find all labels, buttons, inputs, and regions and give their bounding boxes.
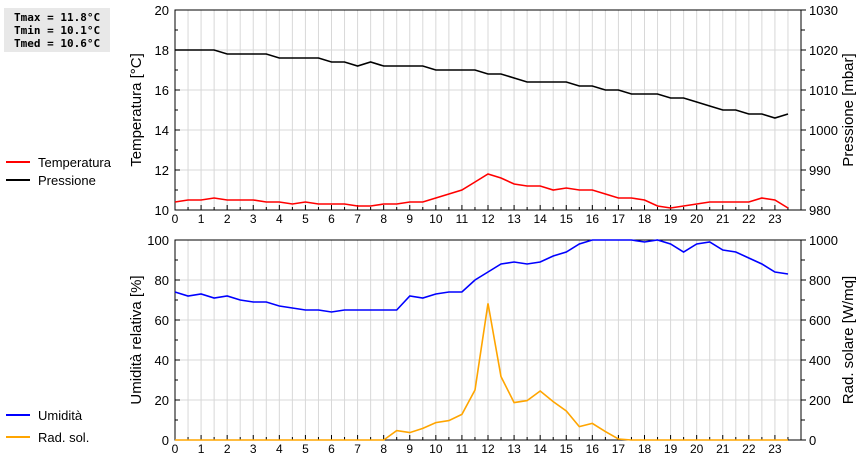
y-tick-label: 60 xyxy=(155,313,169,328)
x-tick-label: 23 xyxy=(768,212,782,226)
series-line-umidit- xyxy=(174,239,789,313)
x-tick-label: 15 xyxy=(560,442,574,456)
y-tick-label: 14 xyxy=(155,123,169,138)
legend-label: Umidità xyxy=(38,408,83,423)
series-line-rad-sol- xyxy=(175,303,788,441)
x-tick-label: 10 xyxy=(429,442,443,456)
tmed-label: Tmed = 10.6°C xyxy=(14,37,101,50)
x-tick-label: 7 xyxy=(354,212,361,226)
y2-axis-label: Rad. solare [W/mq] xyxy=(840,276,857,404)
x-tick-label: 6 xyxy=(328,212,335,226)
y-tick-label: 12 xyxy=(155,163,169,178)
x-tick-label: 1 xyxy=(198,442,205,456)
y2-axis-label: Pressione [mbar] xyxy=(840,53,857,166)
x-tick-label: 22 xyxy=(742,442,756,456)
y2-tick-label: 600 xyxy=(809,313,831,328)
y-tick-label: 0 xyxy=(162,433,169,448)
tmin-label: Tmin = 10.1°C xyxy=(14,24,101,37)
legend-label: Temperatura xyxy=(38,155,112,170)
x-tick-label: 11 xyxy=(456,442,469,456)
x-tick-label: 0 xyxy=(172,212,179,226)
x-tick-label: 9 xyxy=(406,442,413,456)
x-tick-label: 7 xyxy=(354,442,361,456)
y2-tick-label: 0 xyxy=(809,433,816,448)
panel-1: 0 1 2 3 4 5 6 7 8 9 10 11 12 13 14 15 16 17 18 19 20 21 22 2310… xyxy=(6,3,857,226)
stats-box: Tmax = 11.8°C Tmin = 10.1°C Tmed = 10.6°… xyxy=(4,8,110,52)
y2-tick-label: 990 xyxy=(809,163,831,178)
legend-label: Pressione xyxy=(38,173,96,188)
y2-tick-label: 1000 xyxy=(809,123,838,138)
y2-tick-label: 1000 xyxy=(809,233,838,248)
y2-tick-label: 980 xyxy=(809,203,831,218)
x-tick-label: 12 xyxy=(481,212,495,226)
y-tick-label: 16 xyxy=(155,83,169,98)
x-tick-label: 9 xyxy=(406,212,413,226)
x-tick-label: 5 xyxy=(302,212,309,226)
y-tick-label: 80 xyxy=(155,273,169,288)
x-tick-label: 16 xyxy=(586,442,600,456)
y-tick-label: 40 xyxy=(155,353,169,368)
x-tick-label: 14 xyxy=(533,442,547,456)
x-tick-label: 21 xyxy=(716,212,730,226)
x-tick-label: 12 xyxy=(481,442,495,456)
x-tick-label: 13 xyxy=(507,442,521,456)
x-tick-label: 14 xyxy=(533,212,547,226)
x-tick-label: 8 xyxy=(380,442,387,456)
x-tick-label: 1 xyxy=(198,212,205,226)
y-axis-label: Umidità relativa [%] xyxy=(128,275,145,404)
x-tick-label: 4 xyxy=(276,212,283,226)
series-line-pressione xyxy=(175,49,789,119)
x-tick-label: 0 xyxy=(172,442,179,456)
x-tick-label: 2 xyxy=(224,212,231,226)
x-tick-label: 5 xyxy=(302,442,309,456)
x-tick-label: 2 xyxy=(224,442,231,456)
x-tick-label: 16 xyxy=(586,212,600,226)
x-tick-label: 6 xyxy=(328,442,335,456)
x-tick-label: 17 xyxy=(612,442,626,456)
y2-tick-label: 1030 xyxy=(809,3,838,18)
y2-tick-label: 400 xyxy=(809,353,831,368)
y-tick-label: 100 xyxy=(147,233,169,248)
x-tick-label: 4 xyxy=(276,442,283,456)
x-tick-label: 22 xyxy=(742,212,756,226)
y-tick-label: 20 xyxy=(155,3,169,18)
y2-tick-label: 800 xyxy=(809,273,831,288)
x-tick-label: 15 xyxy=(560,212,574,226)
panel-2: 0 1 2 3 4 5 6 7 8 9 10 11 12 13 14 15 16 17 18 19 20 21 22 230 0… xyxy=(6,233,857,456)
y2-tick-label: 1010 xyxy=(809,83,838,98)
y-tick-label: 20 xyxy=(155,393,169,408)
x-tick-label: 18 xyxy=(638,442,652,456)
y2-tick-label: 1020 xyxy=(809,43,838,58)
x-tick-label: 21 xyxy=(716,442,730,456)
x-tick-label: 10 xyxy=(429,212,443,226)
y-tick-label: 10 xyxy=(155,203,169,218)
y-tick-label: 18 xyxy=(155,43,169,58)
legend-label: Rad. sol. xyxy=(38,430,89,445)
x-tick-label: 8 xyxy=(380,212,387,226)
x-tick-label: 17 xyxy=(612,212,626,226)
y-axis-label: Temperatura [°C] xyxy=(128,53,145,167)
x-tick-label: 19 xyxy=(664,442,678,456)
x-tick-label: 19 xyxy=(664,212,678,226)
x-tick-label: 3 xyxy=(250,442,257,456)
tmax-label: Tmax = 11.8°C xyxy=(14,11,101,24)
x-tick-label: 3 xyxy=(250,212,257,226)
x-tick-label: 23 xyxy=(768,442,782,456)
y2-tick-label: 200 xyxy=(809,393,831,408)
x-tick-label: 20 xyxy=(690,442,704,456)
x-tick-label: 11 xyxy=(456,212,469,226)
x-tick-label: 13 xyxy=(507,212,521,226)
x-tick-label: 18 xyxy=(638,212,652,226)
series-line-temperatura xyxy=(174,173,789,209)
x-tick-label: 20 xyxy=(690,212,704,226)
